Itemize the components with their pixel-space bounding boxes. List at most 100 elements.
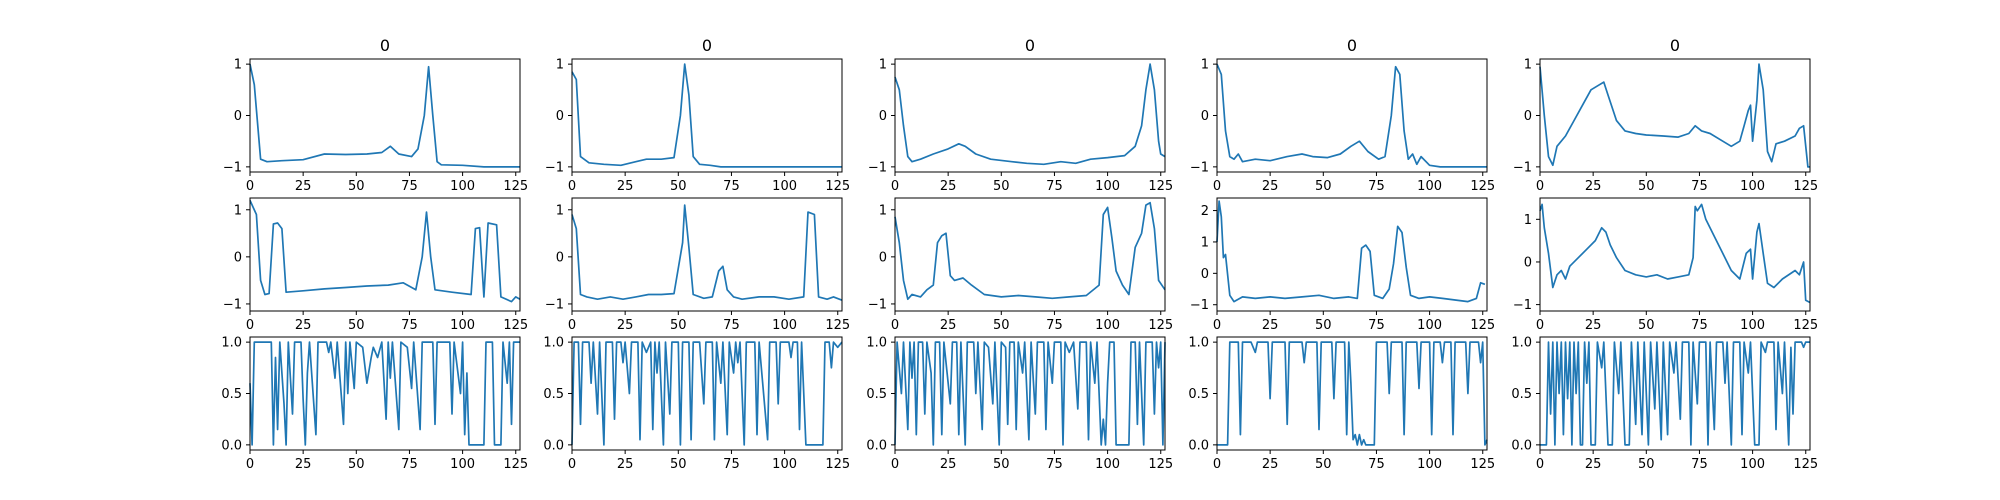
y-tick-label-r2-c4-0: 0.0 [1511, 438, 1532, 453]
x-tick-label-r0-c1-1: 25 [617, 179, 634, 194]
panel-r1-c2: 0 25 50 75 100 125 −1 0 1 [868, 197, 1173, 333]
x-tick-label-r1-c4-2: 50 [1638, 318, 1655, 333]
y-tick-label-r0-c3-1: 0 [1201, 109, 1209, 124]
column-title-0: 0 [380, 36, 390, 55]
x-tick-label-r0-c0-0: 0 [246, 179, 254, 194]
x-tick-label-r0-c0-1: 25 [295, 179, 312, 194]
y-tick-label-r1-c3-3: 2 [1201, 204, 1209, 219]
series-line-r2-c2 [894, 341, 1166, 446]
x-tick-label-r1-c3-4: 100 [1417, 318, 1442, 333]
y-tick-label-r2-c0-0: 0.0 [221, 438, 242, 453]
x-tick-label-r2-c4-4: 100 [1740, 457, 1765, 472]
x-tick-label-r1-c2-1: 25 [940, 318, 957, 333]
y-tick-label-r0-c4-1: 0 [1524, 109, 1532, 124]
x-tick-label-r2-c0-4: 100 [450, 457, 475, 472]
y-tick-label-r0-c2-0: −1 [868, 160, 887, 175]
x-tick-label-r1-c3-5: 125 [1470, 318, 1495, 333]
x-tick-label-r2-c2-0: 0 [891, 457, 899, 472]
x-tick-label-r0-c1-0: 0 [568, 179, 576, 194]
x-tick-label-r1-c0-0: 0 [246, 318, 254, 333]
series-line-r0-c2 [894, 63, 1166, 166]
y-tick-label-r1-c3-1: 0 [1201, 267, 1209, 282]
x-tick-label-r1-c4-0: 0 [1536, 318, 1544, 333]
x-tick-label-r0-c4-0: 0 [1536, 179, 1544, 194]
x-tick-label-r0-c4-4: 100 [1740, 179, 1765, 194]
series-line-r2-c1 [571, 341, 843, 446]
x-tick-label-r1-c3-0: 0 [1213, 318, 1221, 333]
column-title-3: 0 [1347, 36, 1357, 55]
series-line-r1-c4 [1539, 203, 1811, 304]
y-tick-label-r2-c2-1: 0.5 [866, 387, 887, 402]
column-title-4: 0 [1670, 36, 1680, 55]
y-tick-label-r1-c2-1: 0 [879, 250, 887, 265]
x-tick-label-r0-c3-3: 75 [1368, 179, 1385, 194]
y-tick-label-r0-c4-0: −1 [1513, 160, 1532, 175]
x-tick-label-r1-c0-4: 100 [450, 318, 475, 333]
x-tick-label-r0-c2-1: 25 [940, 179, 957, 194]
y-tick-label-r2-c3-2: 1.0 [1188, 336, 1209, 351]
y-tick-label-r1-c2-0: −1 [868, 297, 887, 312]
x-tick-label-r0-c2-0: 0 [891, 179, 899, 194]
series-line-r0-c4 [1539, 63, 1810, 168]
x-tick-label-r1-c4-5: 125 [1793, 318, 1818, 333]
x-tick-label-r1-c2-4: 100 [1095, 318, 1120, 333]
y-tick-label-r0-c3-0: −1 [1190, 160, 1209, 175]
x-tick-label-r1-c3-2: 50 [1315, 318, 1332, 333]
x-tick-label-r1-c1-0: 0 [568, 318, 576, 333]
y-tick-label-r1-c1-2: 1 [556, 203, 564, 218]
x-tick-label-r1-c0-1: 25 [295, 318, 312, 333]
x-tick-label-r0-c2-5: 125 [1148, 179, 1173, 194]
y-tick-label-r2-c1-2: 1.0 [543, 336, 564, 351]
panel-r1-c1: 0 25 50 75 100 125 −1 0 1 [545, 197, 850, 333]
panel-r0-c0: 0 25 50 75 100 125 −1 0 1 [223, 58, 528, 194]
x-tick-label-r0-c0-3: 75 [401, 179, 418, 194]
x-tick-label-r0-c2-4: 100 [1095, 179, 1120, 194]
series-line-r0-c0 [249, 63, 520, 168]
x-tick-label-r1-c2-5: 125 [1148, 318, 1173, 333]
x-tick-label-r2-c3-4: 100 [1417, 457, 1442, 472]
x-tick-label-r2-c0-2: 50 [348, 457, 365, 472]
x-tick-label-r2-c3-2: 50 [1315, 457, 1332, 472]
x-tick-label-r2-c3-0: 0 [1213, 457, 1221, 472]
series-line-r1-c2 [894, 201, 1166, 301]
axes-frame-r1-c4 [1539, 197, 1811, 312]
x-tick-label-r0-c4-5: 125 [1793, 179, 1818, 194]
x-tick-label-r0-c3-2: 50 [1315, 179, 1332, 194]
series-line-r0-c1 [571, 63, 842, 168]
y-tick-label-r1-c0-1: 0 [234, 250, 242, 265]
x-tick-label-r0-c1-2: 50 [670, 179, 687, 194]
x-tick-label-r2-c2-1: 25 [940, 457, 957, 472]
y-tick-label-r1-c3-2: 1 [1201, 235, 1209, 250]
x-tick-label-r2-c1-4: 100 [772, 457, 797, 472]
series-line-r2-c3 [1217, 341, 1488, 446]
axes-frame-r1-c1 [571, 197, 843, 312]
y-tick-label-r0-c0-1: 0 [234, 109, 242, 124]
panel-r1-c4: 0 25 50 75 100 125 −1 0 1 [1513, 197, 1818, 333]
panel-r1-c3: 0 25 50 75 100 125 −1 0 1 2 [1190, 197, 1495, 333]
y-tick-label-r2-c4-2: 1.0 [1511, 336, 1532, 351]
y-tick-label-r2-c3-1: 0.5 [1188, 387, 1209, 402]
x-tick-label-r0-c3-0: 0 [1213, 179, 1221, 194]
series-line-r2-c4 [1540, 341, 1810, 446]
x-tick-label-r0-c1-5: 125 [825, 179, 850, 194]
x-tick-label-r2-c4-5: 125 [1793, 457, 1818, 472]
x-tick-label-r0-c2-3: 75 [1046, 179, 1063, 194]
series-line-r1-c0 [249, 200, 521, 303]
x-tick-label-r2-c3-5: 125 [1470, 457, 1495, 472]
y-tick-label-r1-c0-2: 1 [234, 203, 242, 218]
x-tick-label-r2-c1-2: 50 [670, 457, 687, 472]
x-tick-label-r1-c1-5: 125 [825, 318, 850, 333]
x-tick-label-r0-c3-5: 125 [1470, 179, 1495, 194]
x-tick-label-r1-c2-3: 75 [1046, 318, 1063, 333]
x-tick-label-r2-c2-3: 75 [1046, 457, 1063, 472]
y-tick-label-r1-c0-0: −1 [223, 297, 242, 312]
y-tick-label-r0-c4-2: 1 [1524, 58, 1532, 73]
x-tick-label-r0-c1-4: 100 [772, 179, 797, 194]
y-tick-label-r0-c1-0: −1 [545, 160, 564, 175]
series-line-r1-c1 [571, 204, 843, 301]
y-tick-label-r2-c0-2: 1.0 [221, 336, 242, 351]
column-title-2: 0 [1025, 36, 1035, 55]
y-tick-label-r2-c2-0: 0.0 [866, 438, 887, 453]
series-line-r1-c3 [1216, 200, 1486, 303]
